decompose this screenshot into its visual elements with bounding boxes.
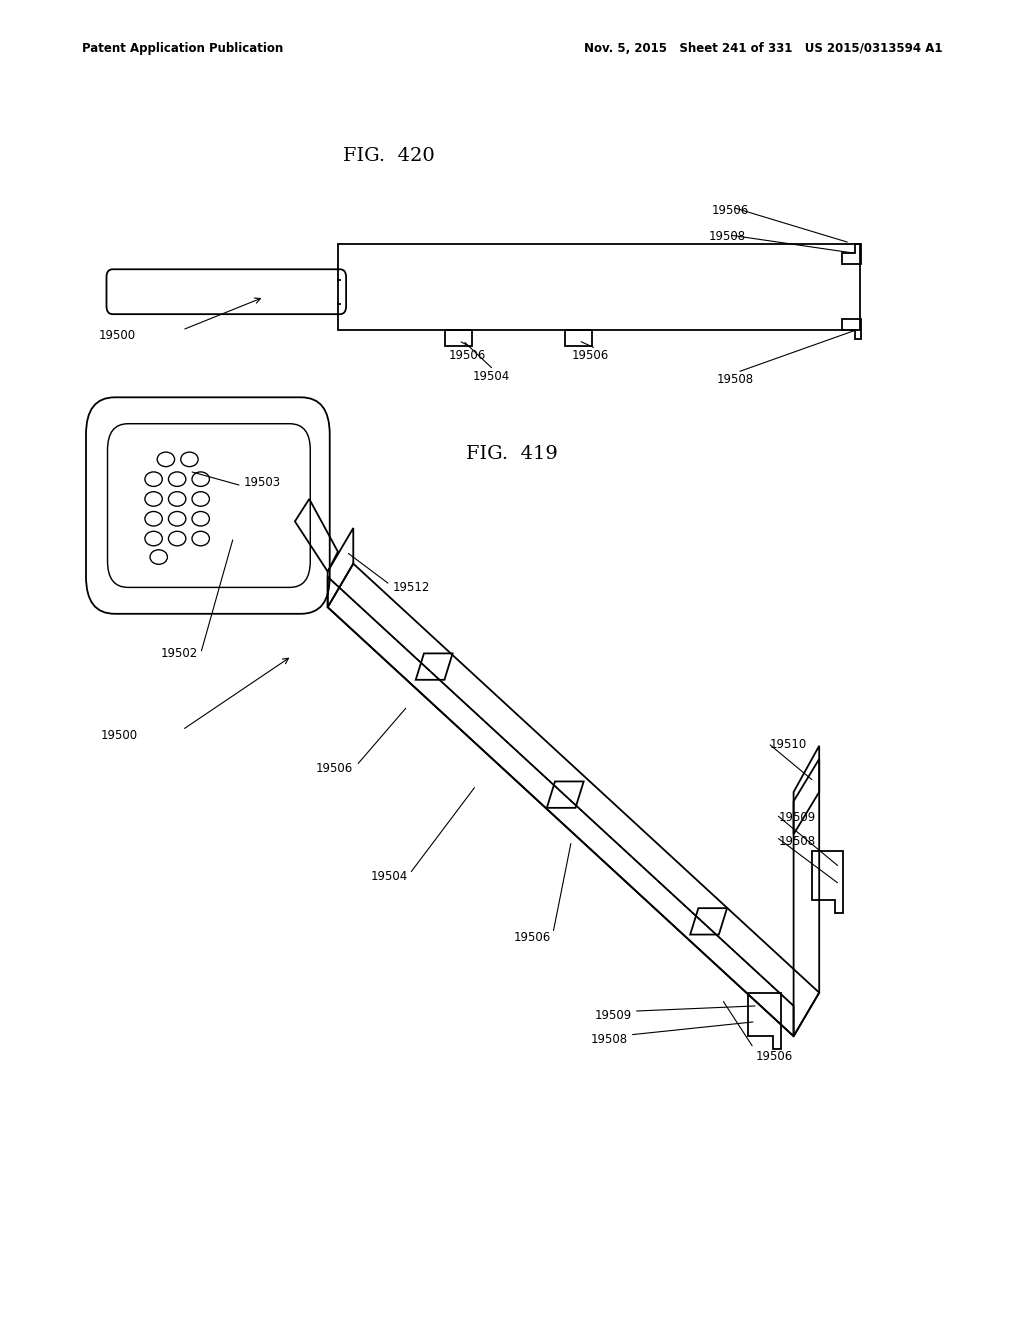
Text: 19502: 19502	[161, 647, 198, 660]
Text: 19508: 19508	[778, 834, 815, 847]
Text: 19508: 19508	[591, 1032, 628, 1045]
Text: 19509: 19509	[595, 1008, 632, 1022]
Text: 19506: 19506	[756, 1049, 793, 1063]
Text: 19506: 19506	[514, 931, 551, 944]
Text: 19504: 19504	[473, 370, 510, 383]
Text: 19503: 19503	[244, 475, 281, 488]
Text: 19504: 19504	[371, 870, 408, 883]
Text: Patent Application Publication: Patent Application Publication	[82, 42, 284, 55]
Text: FIG.  420: FIG. 420	[343, 147, 435, 165]
Text: 19506: 19506	[316, 762, 353, 775]
Text: 19506: 19506	[571, 348, 608, 362]
Text: Nov. 5, 2015   Sheet 241 of 331   US 2015/0313594 A1: Nov. 5, 2015 Sheet 241 of 331 US 2015/03…	[584, 42, 942, 55]
Text: FIG.  419: FIG. 419	[466, 445, 558, 463]
Text: 19512: 19512	[392, 581, 429, 594]
Bar	[338, 244, 860, 330]
Text: 19508: 19508	[717, 372, 754, 385]
Text: 19508: 19508	[709, 230, 745, 243]
Text: 19506: 19506	[712, 203, 749, 216]
Text: 19510: 19510	[770, 738, 807, 751]
Text: 19500: 19500	[101, 729, 138, 742]
Text: 19500: 19500	[99, 329, 136, 342]
Text: 19509: 19509	[778, 810, 815, 824]
Text: 19506: 19506	[449, 348, 485, 362]
